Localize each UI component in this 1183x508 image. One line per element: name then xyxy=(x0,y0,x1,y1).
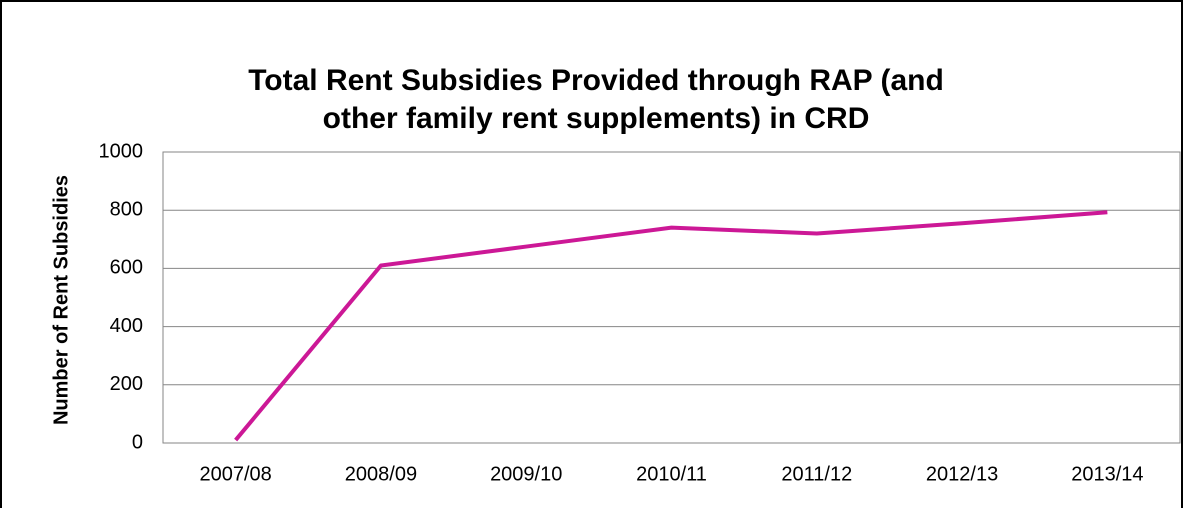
y-tick-label: 800 xyxy=(110,198,143,220)
x-tick-label: 2007/08 xyxy=(199,463,271,485)
y-tick-label: 0 xyxy=(132,431,143,453)
x-tick-label: 2008/09 xyxy=(345,463,417,485)
x-tick-label: 2011/12 xyxy=(781,463,852,485)
x-tick-label: 2010/11 xyxy=(636,463,707,485)
y-tick-label: 600 xyxy=(110,257,143,279)
x-tick-label: 2013/14 xyxy=(1071,463,1143,485)
y-tick-label: 200 xyxy=(110,373,143,395)
y-tick-label: 1000 xyxy=(99,140,144,162)
chart-title: other family rent supplements) in CRD xyxy=(323,102,870,135)
x-tick-label: 2012/13 xyxy=(926,463,998,485)
plot-area xyxy=(162,151,1181,444)
y-tick-label: 400 xyxy=(110,315,143,337)
data-line xyxy=(234,210,1108,442)
chart-title: Total Rent Subsidies Provided through RA… xyxy=(248,64,944,97)
y-axis-label: Number of Rent Subsidies xyxy=(50,175,72,425)
x-tick-label: 2009/10 xyxy=(490,463,562,485)
